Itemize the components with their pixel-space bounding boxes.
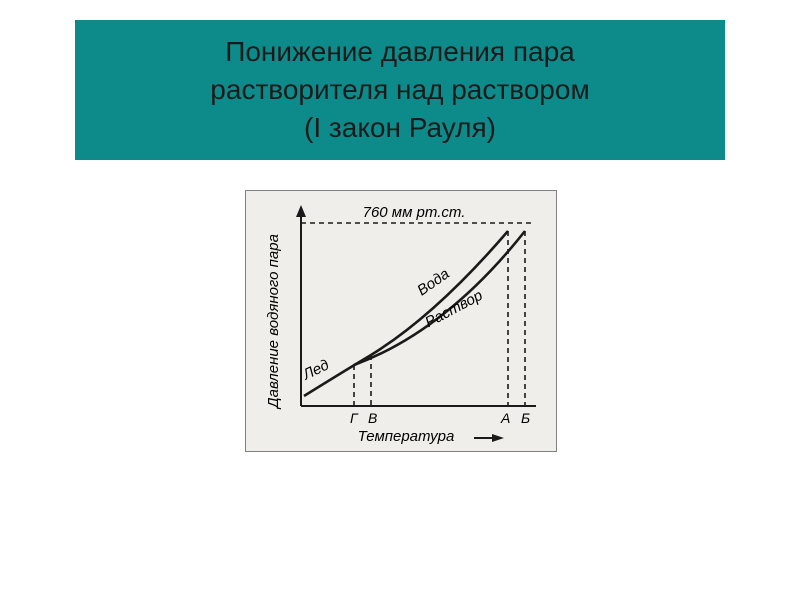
tick-G: Г (350, 410, 359, 426)
x-axis-label-arrow-icon (492, 434, 504, 442)
curve-water (371, 231, 508, 355)
title-line-2: растворителя над раствором (210, 74, 589, 105)
x-axis-label: Температура (358, 428, 455, 445)
title-line-1: Понижение давления пара (225, 36, 575, 67)
y-axis-arrow-icon (296, 205, 306, 217)
tick-V: В (368, 410, 377, 426)
title-bar: Понижение давления пара растворителя над… (75, 20, 725, 160)
title-line-3: (I закон Рауля) (304, 112, 496, 143)
label-ice: Лед (299, 356, 331, 383)
curve-solution (354, 231, 525, 365)
tick-A: А (500, 410, 510, 426)
slide: Понижение давления пара растворителя над… (0, 0, 800, 600)
chart-container: 760 мм рт.ст. Лед Вода Раствор Давление … (245, 190, 557, 452)
phase-diagram-svg: 760 мм рт.ст. Лед Вода Раствор Давление … (246, 191, 556, 451)
title-text: Понижение давления пара растворителя над… (210, 33, 589, 146)
y-axis-label: Давление водяного пара (265, 234, 282, 410)
tick-B: Б (521, 410, 530, 426)
ref-label-760: 760 мм рт.ст. (363, 204, 466, 221)
